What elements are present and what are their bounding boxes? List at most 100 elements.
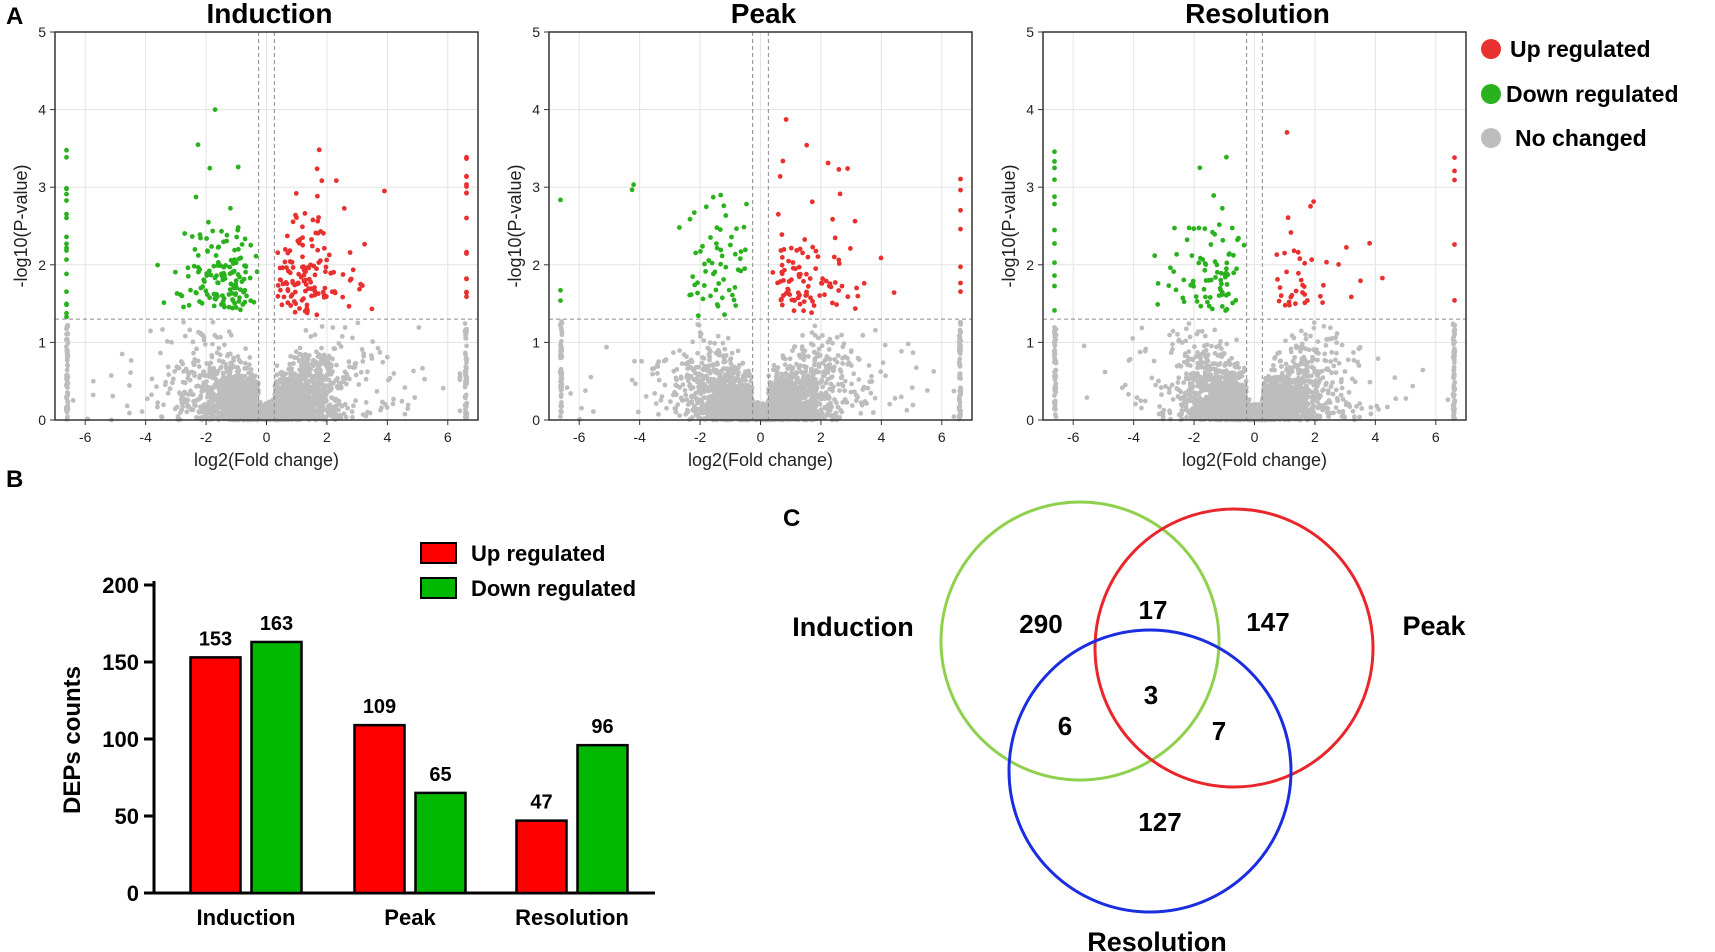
volcano-point xyxy=(311,391,317,396)
volcano-point xyxy=(237,413,243,419)
volcano-point xyxy=(351,403,356,409)
volcano-point xyxy=(405,406,411,411)
volcano-point xyxy=(303,282,309,287)
volcano-point xyxy=(127,410,132,416)
volcano-point xyxy=(219,399,225,404)
volcano-point xyxy=(464,343,469,349)
volcano-point xyxy=(237,407,243,413)
volcano-point xyxy=(253,253,259,259)
volcano-point xyxy=(925,388,930,393)
volcano-point xyxy=(320,403,326,408)
volcano-point xyxy=(204,361,210,366)
volcano-point xyxy=(297,372,303,378)
volcano-point xyxy=(237,379,243,384)
volcano-point xyxy=(212,107,218,112)
volcano-point xyxy=(199,300,205,306)
volcano-point xyxy=(193,290,199,295)
volcano-point xyxy=(674,367,680,372)
volcano-point xyxy=(670,392,676,398)
volcano-point xyxy=(369,306,375,312)
volcano-point xyxy=(165,364,171,370)
volcano-point xyxy=(64,241,69,247)
volcano-ytick-label: 1 xyxy=(38,334,46,350)
volcano-point xyxy=(878,369,884,375)
volcano-point xyxy=(188,388,193,394)
volcano-point xyxy=(213,296,219,302)
volcano-point xyxy=(190,339,196,345)
volcano-point xyxy=(859,402,865,408)
volcano-point xyxy=(360,359,366,364)
volcano-point xyxy=(649,366,655,372)
volcano-point xyxy=(322,386,327,392)
volcano-point xyxy=(338,415,344,421)
volcano-point xyxy=(315,376,320,382)
volcano-point xyxy=(280,281,286,287)
volcano-point xyxy=(464,289,469,295)
volcano-point xyxy=(64,257,69,262)
volcano-point xyxy=(292,282,298,288)
volcano-point xyxy=(185,265,191,271)
volcano-point xyxy=(690,339,696,345)
volcano-point xyxy=(698,391,704,397)
volcano-point xyxy=(643,394,649,399)
volcano-point xyxy=(308,373,313,379)
volcano-point xyxy=(294,355,300,361)
volcano-point xyxy=(213,376,219,382)
volcano-point xyxy=(301,387,307,393)
volcano-point xyxy=(225,389,230,394)
volcano-point xyxy=(347,277,353,283)
volcano-point xyxy=(179,400,185,406)
volcano-point xyxy=(165,390,171,396)
volcano-point xyxy=(675,402,681,407)
volcano-point xyxy=(321,245,327,251)
volcano-point xyxy=(64,383,69,389)
volcano-point xyxy=(294,215,299,221)
volcano-point xyxy=(319,345,324,351)
volcano-point xyxy=(235,387,241,393)
volcano-point xyxy=(233,305,239,310)
volcano-point xyxy=(701,395,707,401)
volcano-point xyxy=(247,275,253,281)
volcano-point xyxy=(209,244,215,249)
volcano-point xyxy=(202,279,207,284)
volcano-point xyxy=(275,293,281,299)
volcano-point xyxy=(154,384,159,390)
volcano-point xyxy=(252,379,257,384)
volcano-point xyxy=(218,364,224,370)
volcano-point xyxy=(161,402,166,408)
volcano-point xyxy=(218,334,223,340)
volcano-point xyxy=(288,294,294,299)
volcano-point xyxy=(217,390,223,395)
volcano-point xyxy=(306,369,312,375)
volcano-point xyxy=(189,407,195,413)
volcano-point xyxy=(235,225,241,230)
volcano-point xyxy=(240,401,246,407)
volcano-point xyxy=(228,281,234,287)
volcano-point xyxy=(211,365,217,371)
volcano-point xyxy=(220,371,226,377)
volcano-point xyxy=(209,398,215,404)
volcano-point xyxy=(309,237,314,242)
volcano-point xyxy=(274,372,279,378)
volcano-point xyxy=(297,367,302,373)
volcano-point xyxy=(208,360,214,366)
volcano-point xyxy=(402,411,408,417)
volcano-point xyxy=(316,352,322,358)
volcano-point xyxy=(405,402,411,408)
volcano-point xyxy=(207,165,213,171)
volcano-point xyxy=(635,409,641,415)
volcano-title: Induction xyxy=(207,0,333,29)
volcano-point xyxy=(124,403,130,409)
volcano-point xyxy=(285,250,291,256)
volcano-point xyxy=(312,332,318,338)
volcano-point xyxy=(315,218,321,224)
volcano-point xyxy=(155,262,161,268)
volcano-point xyxy=(244,293,250,299)
volcano-point xyxy=(591,409,596,414)
volcano-point xyxy=(239,242,245,247)
volcano-point xyxy=(303,328,309,333)
volcano-point xyxy=(158,350,163,356)
volcano-point xyxy=(350,414,355,420)
volcano-point xyxy=(240,302,246,307)
volcano-point xyxy=(246,410,252,416)
